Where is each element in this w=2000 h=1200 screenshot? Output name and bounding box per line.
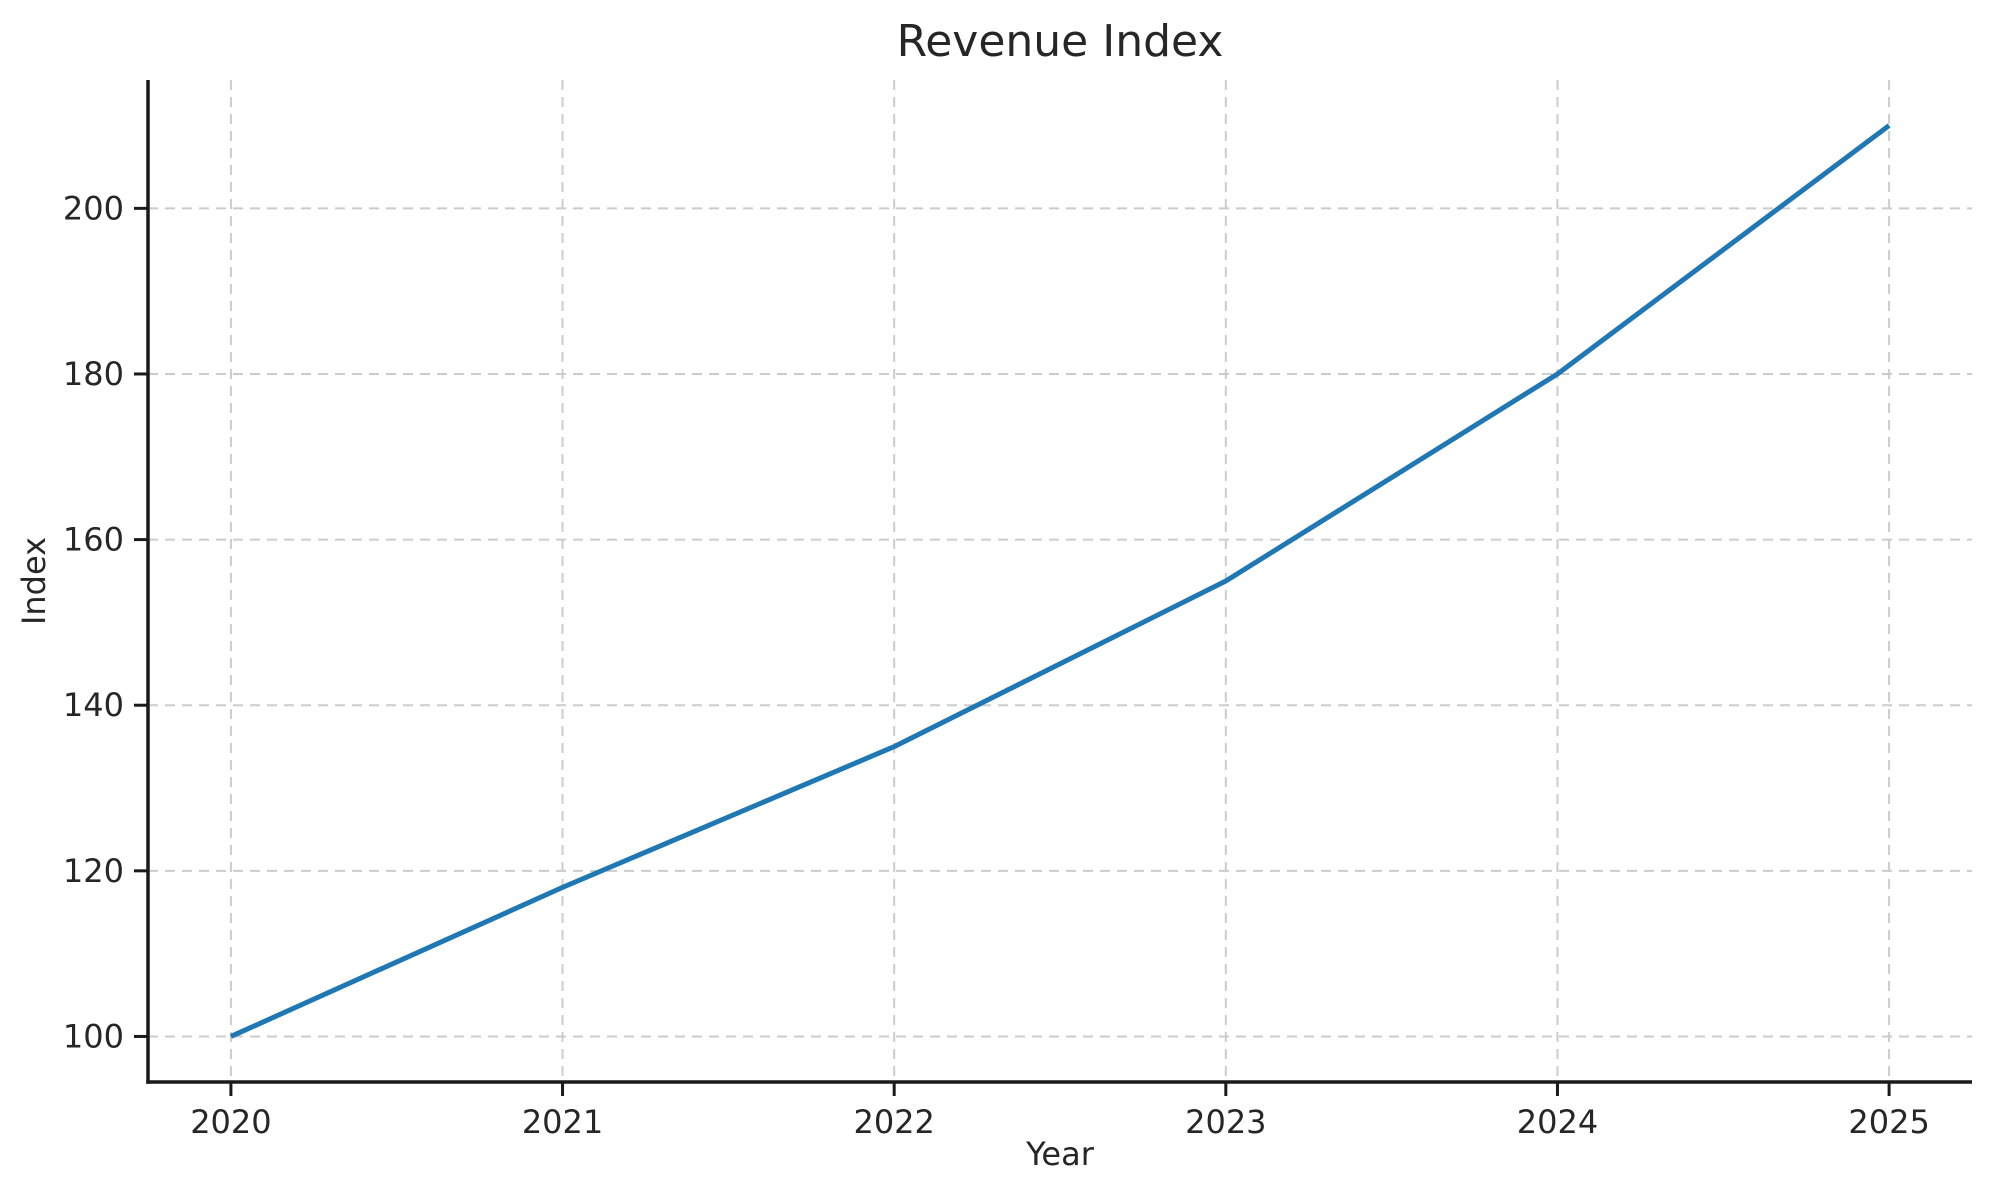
x-axis-label: Year (1025, 1135, 1095, 1173)
gridlines (148, 80, 1972, 1082)
x-tick-label: 2025 (1848, 1103, 1929, 1141)
axis-ticks (134, 206, 1891, 1096)
y-tick-label: 180 (63, 355, 124, 393)
y-tick-label: 120 (63, 852, 124, 890)
x-tick-label: 2024 (1517, 1103, 1598, 1141)
y-tick-label: 140 (63, 686, 124, 724)
x-tick-label: 2020 (190, 1103, 271, 1141)
y-axis-label: Index (15, 537, 53, 625)
y-tick-label: 160 (63, 521, 124, 559)
x-tick-label: 2022 (853, 1103, 934, 1141)
tick-labels: 2020 2021 2022 2023 2024 2025 100 120 140 160 180 2… (63, 189, 1930, 1141)
y-tick-label: 200 (63, 189, 124, 227)
data-line (229, 123, 1891, 1039)
x-tick-label: 2021 (522, 1103, 603, 1141)
line-series (229, 123, 1891, 1039)
chart-title: Revenue Index (897, 16, 1224, 67)
x-tick-label: 2023 (1185, 1103, 1266, 1141)
y-tick-label: 100 (63, 1017, 124, 1055)
axes-spines (146, 80, 1972, 1084)
